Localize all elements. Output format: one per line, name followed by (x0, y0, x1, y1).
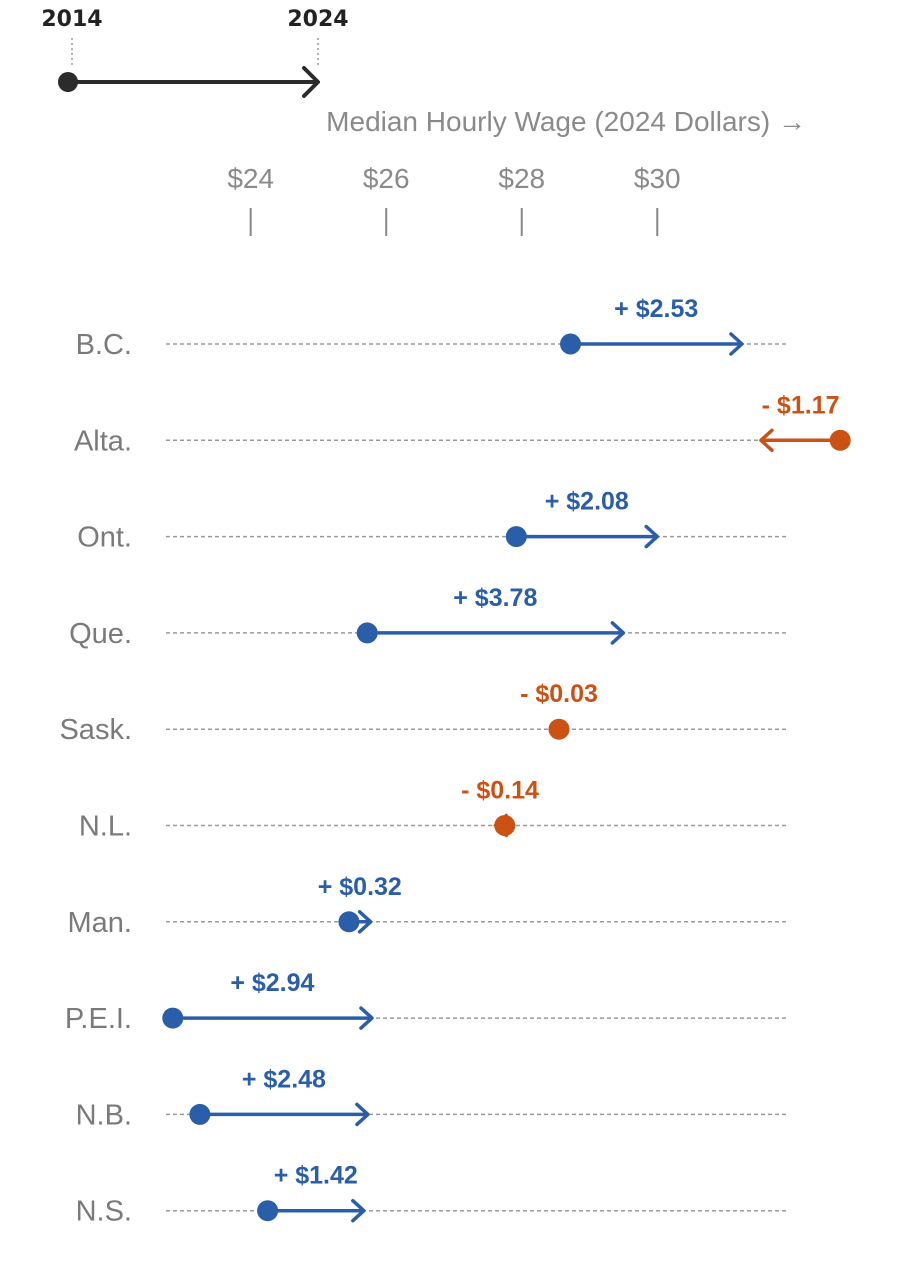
province-label: N.S. (76, 1196, 132, 1228)
change-label: + $2.48 (242, 1065, 326, 1093)
row-sask: Sask. - $0.03 (59, 680, 786, 746)
province-label: N.L. (79, 811, 132, 843)
change-arrow-head (351, 1198, 366, 1223)
province-label: Alta. (74, 425, 132, 457)
x-tick-label: $26 (363, 163, 410, 194)
start-dot (257, 1200, 279, 1222)
row-ont: Ont. + $2.08 (77, 488, 786, 554)
x-tick-label: $30 (634, 163, 681, 194)
row-que: Que. + $3.78 (69, 584, 786, 650)
row-nb: N.B. + $2.48 (76, 1065, 786, 1131)
province-label: N.B. (76, 1099, 132, 1131)
change-arrow-head (759, 428, 774, 453)
change-label: + $1.42 (274, 1162, 358, 1190)
legend-end-year: 2024 (287, 7, 348, 32)
row-ns: N.S. + $1.42 (76, 1162, 786, 1228)
change-label: - $1.17 (762, 391, 840, 419)
row-bc: B.C. + $2.53 (76, 295, 786, 361)
province-label: B.C. (76, 329, 132, 361)
x-tick-label: $24 (227, 163, 274, 194)
change-label: + $2.53 (614, 295, 698, 323)
start-dot (162, 1007, 184, 1029)
x-axis-title: Median Hourly Wage (2024 Dollars) → (326, 106, 806, 137)
legend: 2014 2024 (41, 7, 349, 98)
start-dot (356, 622, 378, 644)
row-pei: P.E.I. + $2.94 (65, 969, 786, 1035)
start-dot (338, 911, 360, 933)
change-arrow-head (359, 1006, 374, 1030)
province-label: Ont. (77, 522, 132, 554)
x-axis: $24 $26 $28 $30 (227, 163, 681, 236)
legend-start-dot (58, 72, 78, 92)
change-label: - $0.14 (461, 777, 539, 805)
change-arrow-head (610, 621, 626, 645)
change-label: + $0.32 (318, 873, 402, 901)
change-label: - $0.03 (520, 680, 598, 708)
change-label: + $2.08 (545, 488, 629, 516)
province-label: Que. (69, 618, 132, 650)
row-nl: N.L. - $0.14 (79, 777, 786, 843)
start-dot (548, 718, 570, 740)
row-man: Man. + $0.32 (68, 873, 786, 939)
row-alta: Alta. - $1.17 (74, 391, 851, 457)
start-dot (189, 1103, 211, 1125)
change-label: + $3.78 (453, 584, 537, 612)
change-arrow-head (644, 524, 660, 549)
change-arrow-head (357, 910, 373, 934)
change-label: + $2.94 (230, 969, 314, 997)
start-dot (829, 429, 851, 451)
legend-arrow-head (302, 66, 320, 98)
legend-start-year: 2014 (41, 7, 102, 32)
change-arrow-head (729, 332, 744, 356)
province-label: Man. (68, 907, 132, 939)
province-label: Sask. (59, 714, 132, 746)
start-dot (560, 333, 582, 355)
start-dot (494, 815, 516, 836)
change-arrow-head (355, 1102, 370, 1127)
x-tick-label: $28 (498, 163, 545, 194)
start-dot (505, 526, 527, 548)
province-label: P.E.I. (65, 1003, 132, 1035)
chart-rows: B.C. + $2.53 Alta. - $1.17 Ont. + $2.08 Que. + … (59, 295, 851, 1228)
